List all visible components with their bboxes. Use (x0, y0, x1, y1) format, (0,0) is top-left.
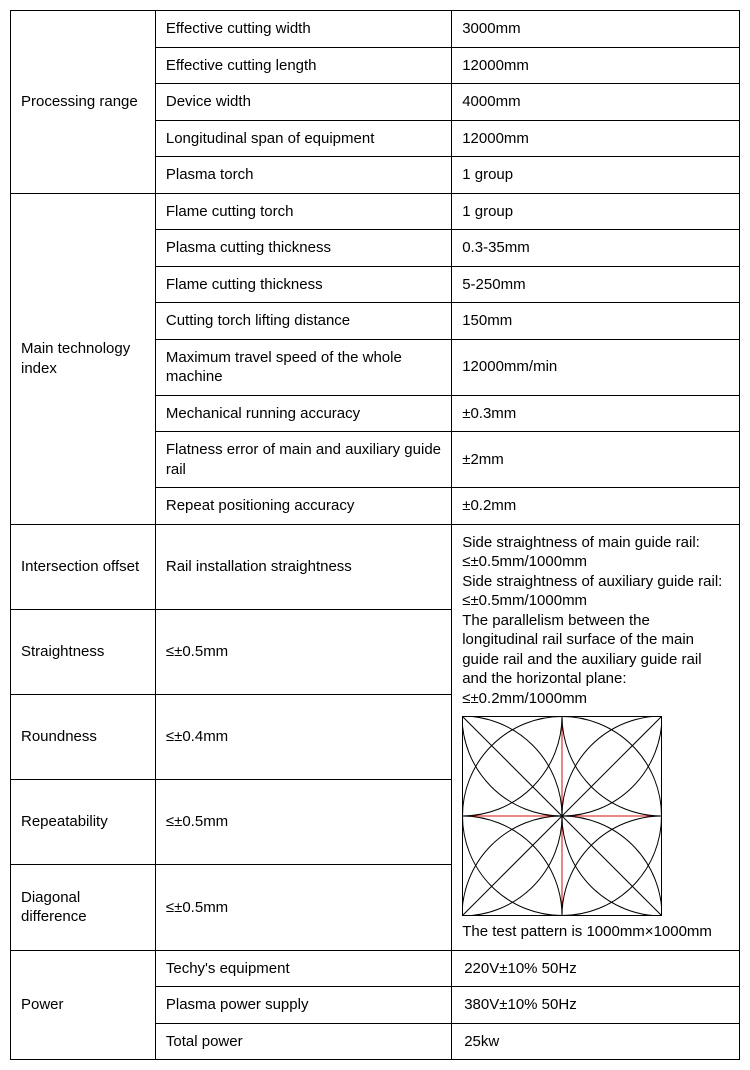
param-value: 12000mm (452, 120, 740, 157)
param-value: 12000mm/min (452, 339, 740, 395)
table-row: Main technology index Flame cutting torc… (11, 193, 740, 230)
table-row: Intersection offset Rail installation st… (11, 524, 740, 609)
param-label: Plasma power supply (155, 987, 451, 1024)
param-label: Effective cutting width (155, 11, 451, 48)
category-diagonal-difference: Diagonal difference (11, 865, 156, 950)
param-label: Longitudinal span of equipment (155, 120, 451, 157)
table-row: Processing range Effective cutting width… (11, 11, 740, 48)
param-label: Rail installation straightness (155, 524, 451, 609)
param-value: ±0.3mm (452, 395, 740, 432)
param-label: ≤±0.5mm (155, 865, 451, 950)
param-label: Flame cutting thickness (155, 266, 451, 303)
category-power: Power (11, 950, 156, 1060)
flower-pattern-icon (462, 716, 662, 916)
param-value: 3000mm (452, 11, 740, 48)
param-label: Techy's equipment (155, 950, 451, 987)
param-value: ±2mm (452, 432, 740, 488)
param-label: Flame cutting torch (155, 193, 451, 230)
param-value: 220V±10% 50Hz (452, 950, 740, 987)
param-label: Flatness error of main and auxiliary gui… (155, 432, 451, 488)
test-pattern-diagram (462, 716, 729, 916)
param-label: Device width (155, 84, 451, 121)
param-label: Cutting torch lifting distance (155, 303, 451, 340)
category-repeatability: Repeatability (11, 780, 156, 865)
param-value: 150mm (452, 303, 740, 340)
param-value: 1 group (452, 193, 740, 230)
table-row: Power Techy's equipment 220V±10% 50Hz (11, 950, 740, 987)
param-value: 4000mm (452, 84, 740, 121)
param-label: ≤±0.5mm (155, 609, 451, 694)
param-label: Mechanical running accuracy (155, 395, 451, 432)
accuracy-description: Side straightness of main guide rail: ≤±… (462, 533, 729, 709)
param-label: Total power (155, 1023, 451, 1060)
param-label: Maximum travel speed of the whole machin… (155, 339, 451, 395)
param-value: 380V±10% 50Hz (452, 987, 740, 1024)
param-value: 0.3-35mm (452, 230, 740, 267)
category-roundness: Roundness (11, 694, 156, 779)
param-label: ≤±0.4mm (155, 694, 451, 779)
param-label: ≤±0.5mm (155, 780, 451, 865)
category-intersection-offset: Intersection offset (11, 524, 156, 609)
specifications-table: Processing range Effective cutting width… (10, 10, 740, 1060)
category-straightness: Straightness (11, 609, 156, 694)
diagram-caption: The test pattern is 1000mm×1000mm (462, 922, 729, 942)
category-main-technology-index: Main technology index (11, 193, 156, 524)
param-value: 25kw (452, 1023, 740, 1060)
param-value: 12000mm (452, 47, 740, 84)
param-label: Repeat positioning accuracy (155, 488, 451, 525)
category-processing-range: Processing range (11, 11, 156, 194)
param-value: 5-250mm (452, 266, 740, 303)
accuracy-merged-cell: Side straightness of main guide rail: ≤±… (452, 524, 740, 950)
param-value: ±0.2mm (452, 488, 740, 525)
param-label: Effective cutting length (155, 47, 451, 84)
param-value: 1 group (452, 157, 740, 194)
param-label: Plasma cutting thickness (155, 230, 451, 267)
param-label: Plasma torch (155, 157, 451, 194)
